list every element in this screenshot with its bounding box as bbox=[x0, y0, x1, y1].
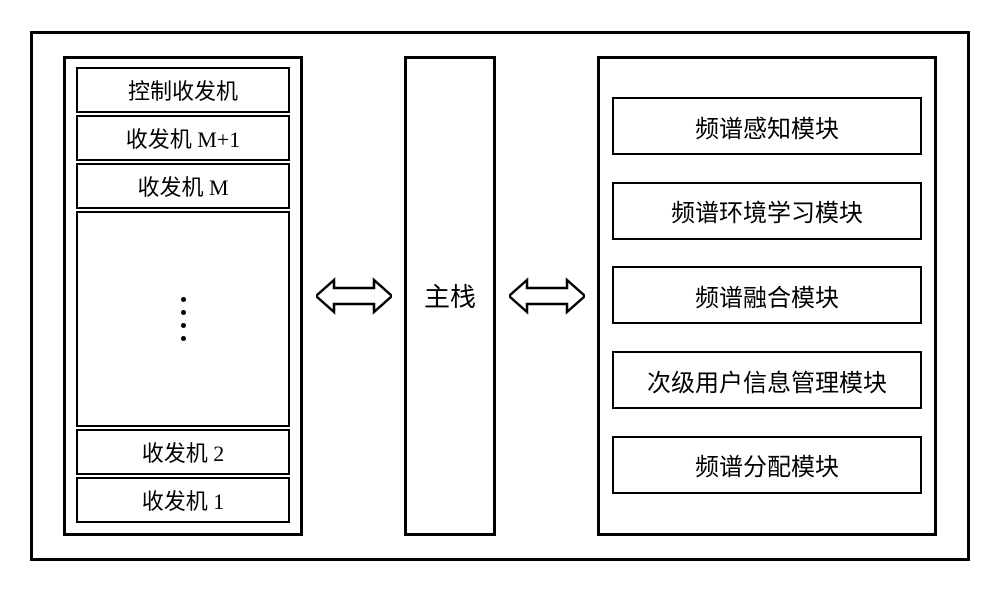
ellipsis-box bbox=[76, 211, 290, 427]
transceiver-mplus1-box: 收发机 M+1 bbox=[76, 115, 290, 161]
secondary-user-info-mgmt-label: 次级用户信息管理模块 bbox=[647, 363, 887, 398]
spectrum-sensing-module-label: 频谱感知模块 bbox=[695, 109, 839, 144]
transceiver-2-label: 收发机 2 bbox=[142, 436, 225, 468]
arrow-left-center bbox=[316, 274, 392, 318]
modules-stack: 频谱感知模块 频谱环境学习模块 频谱融合模块 次级用户信息管理模块 频谱分配模块 bbox=[597, 56, 937, 536]
spectrum-allocation-module-box: 频谱分配模块 bbox=[612, 436, 922, 494]
transceiver-stack: 控制收发机 收发机 M+1 收发机 M 收发机 2 收发机 1 bbox=[63, 56, 303, 536]
transceiver-m-box: 收发机 M bbox=[76, 163, 290, 209]
main-stack-label: 主栈 bbox=[424, 277, 476, 314]
transceiver-mplus1-label: 收发机 M+1 bbox=[126, 122, 240, 154]
transceiver-1-label: 收发机 1 bbox=[142, 484, 225, 516]
secondary-user-info-mgmt-box: 次级用户信息管理模块 bbox=[612, 351, 922, 409]
spectrum-fusion-module-label: 频谱融合模块 bbox=[695, 278, 839, 313]
main-stack-box: 主栈 bbox=[404, 56, 496, 536]
diagram-container: 控制收发机 收发机 M+1 收发机 M 收发机 2 收发机 1 主栈 bbox=[30, 31, 970, 561]
ellipsis-icon bbox=[181, 297, 186, 341]
transceiver-m-label: 收发机 M bbox=[137, 170, 228, 202]
spectrum-allocation-module-label: 频谱分配模块 bbox=[695, 447, 839, 482]
control-transceiver-label: 控制收发机 bbox=[128, 74, 238, 106]
arrow-center-right bbox=[509, 274, 585, 318]
double-arrow-icon bbox=[509, 274, 585, 318]
transceiver-1-box: 收发机 1 bbox=[76, 477, 290, 523]
control-transceiver-box: 控制收发机 bbox=[76, 67, 290, 113]
spectrum-env-learning-module-label: 频谱环境学习模块 bbox=[671, 193, 863, 228]
spectrum-sensing-module-box: 频谱感知模块 bbox=[612, 97, 922, 155]
spectrum-env-learning-module-box: 频谱环境学习模块 bbox=[612, 182, 922, 240]
transceiver-2-box: 收发机 2 bbox=[76, 429, 290, 475]
spectrum-fusion-module-box: 频谱融合模块 bbox=[612, 266, 922, 324]
double-arrow-icon bbox=[316, 274, 392, 318]
